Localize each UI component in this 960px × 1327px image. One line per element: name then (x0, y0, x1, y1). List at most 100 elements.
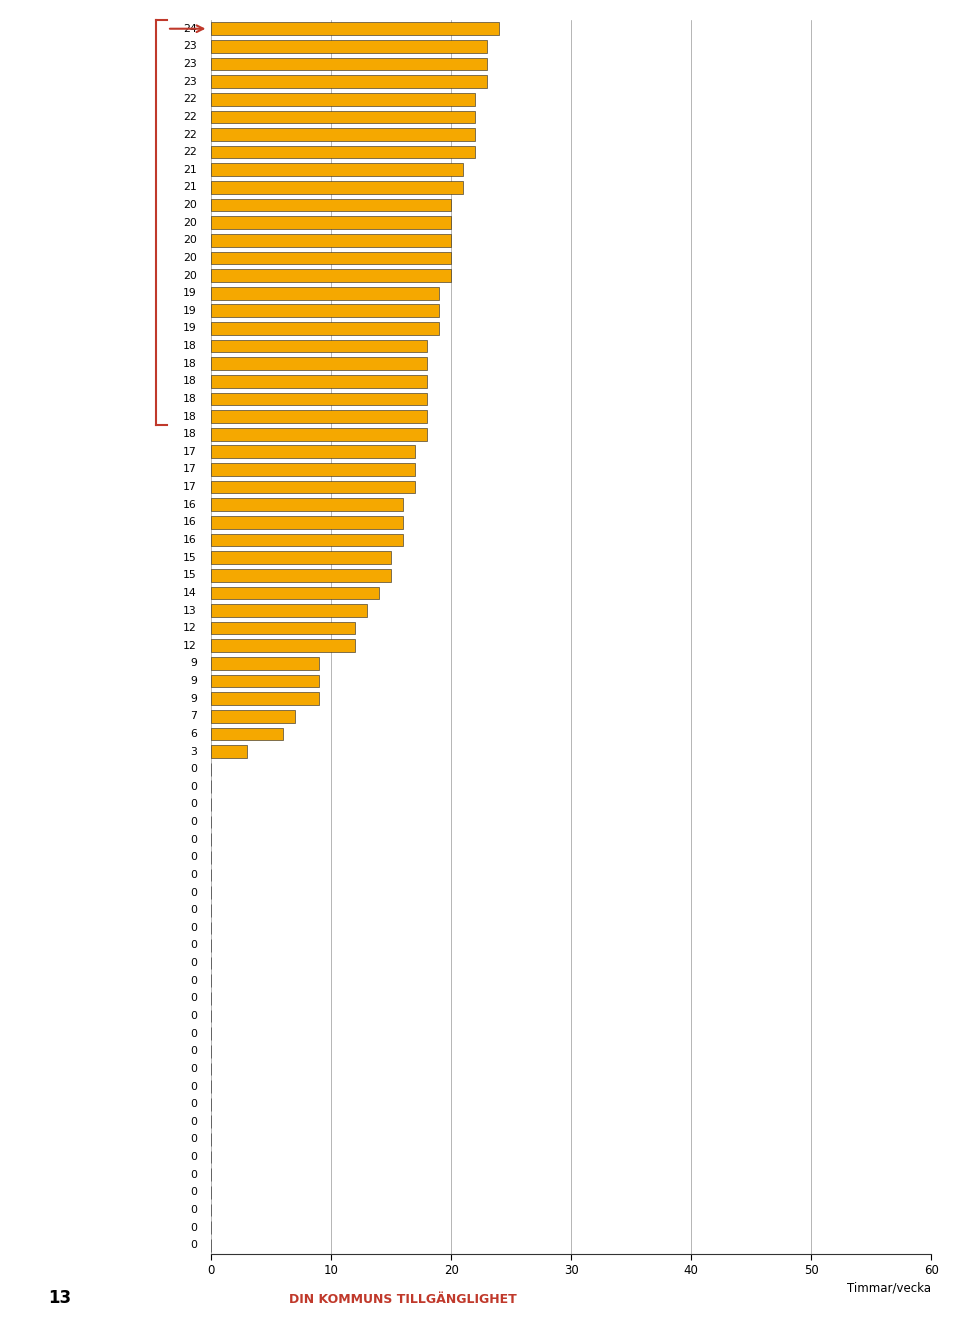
Bar (211, 23, 499, 35)
Text: 12: 12 (183, 641, 197, 650)
Text: 0: 0 (190, 1046, 197, 1056)
Text: 9: 9 (190, 694, 197, 703)
Text: 23: 23 (183, 41, 197, 52)
Bar (211, 727, 283, 740)
Text: 0: 0 (190, 888, 197, 897)
Text: 9: 9 (190, 658, 197, 669)
Text: 15: 15 (183, 552, 197, 563)
Text: 16: 16 (183, 535, 197, 545)
Bar (211, 199, 451, 211)
Text: 16: 16 (183, 500, 197, 510)
Bar (211, 287, 439, 300)
Text: 0: 0 (190, 871, 197, 880)
Bar (211, 146, 475, 158)
Text: 0: 0 (190, 958, 197, 969)
Text: 0: 0 (190, 1082, 197, 1092)
Text: 18: 18 (183, 411, 197, 422)
Text: 21: 21 (183, 182, 197, 192)
Text: 20: 20 (183, 253, 197, 263)
Bar (211, 376, 427, 387)
Text: 24: 24 (183, 24, 197, 33)
Text: 18: 18 (183, 358, 197, 369)
Bar (211, 569, 392, 581)
Text: 0: 0 (190, 922, 197, 933)
Text: 17: 17 (183, 482, 197, 492)
Bar (211, 340, 427, 353)
Bar (211, 587, 379, 600)
Bar (211, 357, 427, 370)
Bar (211, 57, 487, 70)
Text: 0: 0 (190, 1188, 197, 1197)
Bar (211, 710, 296, 723)
Text: 20: 20 (183, 271, 197, 280)
Text: 0: 0 (190, 835, 197, 845)
Bar (211, 216, 451, 230)
Text: 0: 0 (190, 1011, 197, 1020)
Text: 16: 16 (183, 518, 197, 527)
Text: 0: 0 (190, 1241, 197, 1250)
Text: 18: 18 (183, 429, 197, 439)
Text: 23: 23 (183, 77, 197, 86)
Bar (211, 129, 475, 141)
Text: 21: 21 (183, 165, 197, 175)
Text: 0: 0 (190, 1099, 197, 1109)
Text: 19: 19 (183, 288, 197, 299)
Text: 17: 17 (183, 464, 197, 475)
Text: 0: 0 (190, 852, 197, 863)
Text: 22: 22 (183, 94, 197, 105)
Text: 9: 9 (190, 675, 197, 686)
Text: 13: 13 (183, 605, 197, 616)
Bar (211, 516, 403, 528)
Bar (211, 480, 415, 494)
Bar (211, 604, 367, 617)
Text: 0: 0 (190, 1064, 197, 1074)
Bar (211, 110, 475, 123)
Bar (211, 410, 427, 423)
Text: 0: 0 (190, 975, 197, 986)
Text: 20: 20 (183, 200, 197, 210)
Text: 20: 20 (183, 235, 197, 245)
Text: DIN KOMMUNS TILLGÄNGLIGHET: DIN KOMMUNS TILLGÄNGLIGHET (289, 1292, 517, 1306)
Text: 22: 22 (183, 147, 197, 157)
Bar (211, 40, 487, 53)
Bar (211, 622, 355, 634)
Bar (211, 746, 248, 758)
Text: 23: 23 (183, 58, 197, 69)
Text: 17: 17 (183, 447, 197, 456)
Text: 18: 18 (183, 394, 197, 403)
Text: 0: 0 (190, 817, 197, 827)
Bar (211, 269, 451, 281)
Text: 7: 7 (190, 711, 197, 722)
Bar (211, 427, 427, 441)
Bar (211, 463, 415, 476)
Bar (211, 180, 463, 194)
Bar (211, 499, 403, 511)
Text: 15: 15 (183, 571, 197, 580)
Text: 0: 0 (190, 1117, 197, 1127)
Bar (211, 322, 439, 334)
Text: 0: 0 (190, 905, 197, 916)
Bar (211, 657, 319, 670)
Bar (211, 393, 427, 405)
Bar (211, 304, 439, 317)
Bar (211, 93, 475, 106)
Text: 6: 6 (190, 729, 197, 739)
Text: 22: 22 (183, 111, 197, 122)
Bar (211, 693, 319, 705)
Text: 0: 0 (190, 1135, 197, 1144)
Text: 18: 18 (183, 341, 197, 352)
Text: Timmar/vecka: Timmar/vecka (848, 1281, 931, 1294)
Bar (211, 252, 451, 264)
Bar (211, 234, 451, 247)
Text: 0: 0 (190, 764, 197, 774)
Text: 19: 19 (183, 305, 197, 316)
Text: 14: 14 (183, 588, 197, 598)
Text: 19: 19 (183, 324, 197, 333)
Text: 0: 0 (190, 799, 197, 809)
Text: 0: 0 (190, 941, 197, 950)
Text: 18: 18 (183, 377, 197, 386)
Text: 0: 0 (190, 1169, 197, 1180)
Bar (211, 640, 355, 652)
Bar (211, 533, 403, 547)
Text: 13: 13 (48, 1289, 71, 1307)
